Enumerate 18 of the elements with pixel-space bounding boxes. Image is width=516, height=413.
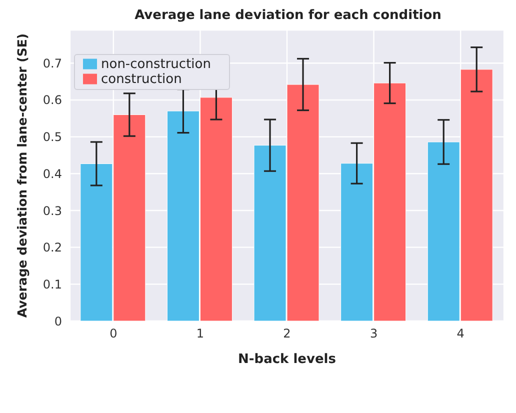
y-axis-title: Average deviation from lane-center (SE) xyxy=(14,33,30,318)
y-tick-label: 0.4 xyxy=(42,166,62,181)
y-tick-label: 0.5 xyxy=(42,130,62,144)
y-tick-label: 0.7 xyxy=(42,56,62,70)
y-tick-label: 0.1 xyxy=(42,277,62,292)
x-tick-label: 2 xyxy=(283,326,291,341)
y-tick-label: 0.2 xyxy=(42,240,62,255)
legend-label: construction xyxy=(101,72,182,87)
x-tick-label: 1 xyxy=(196,326,204,341)
chart-title: Average lane deviation for each condition xyxy=(134,8,442,25)
x-tick-label: 0 xyxy=(110,326,118,341)
y-tick-label: 0.6 xyxy=(42,93,62,108)
x-tick-label: 3 xyxy=(370,326,378,341)
y-tick-label: 0 xyxy=(54,314,62,328)
legend-label: non-construction xyxy=(101,57,211,72)
y-tick-label: 0.3 xyxy=(42,204,62,218)
x-axis-title: N-back levels xyxy=(238,352,336,367)
x-tick-label: 4 xyxy=(456,326,464,341)
